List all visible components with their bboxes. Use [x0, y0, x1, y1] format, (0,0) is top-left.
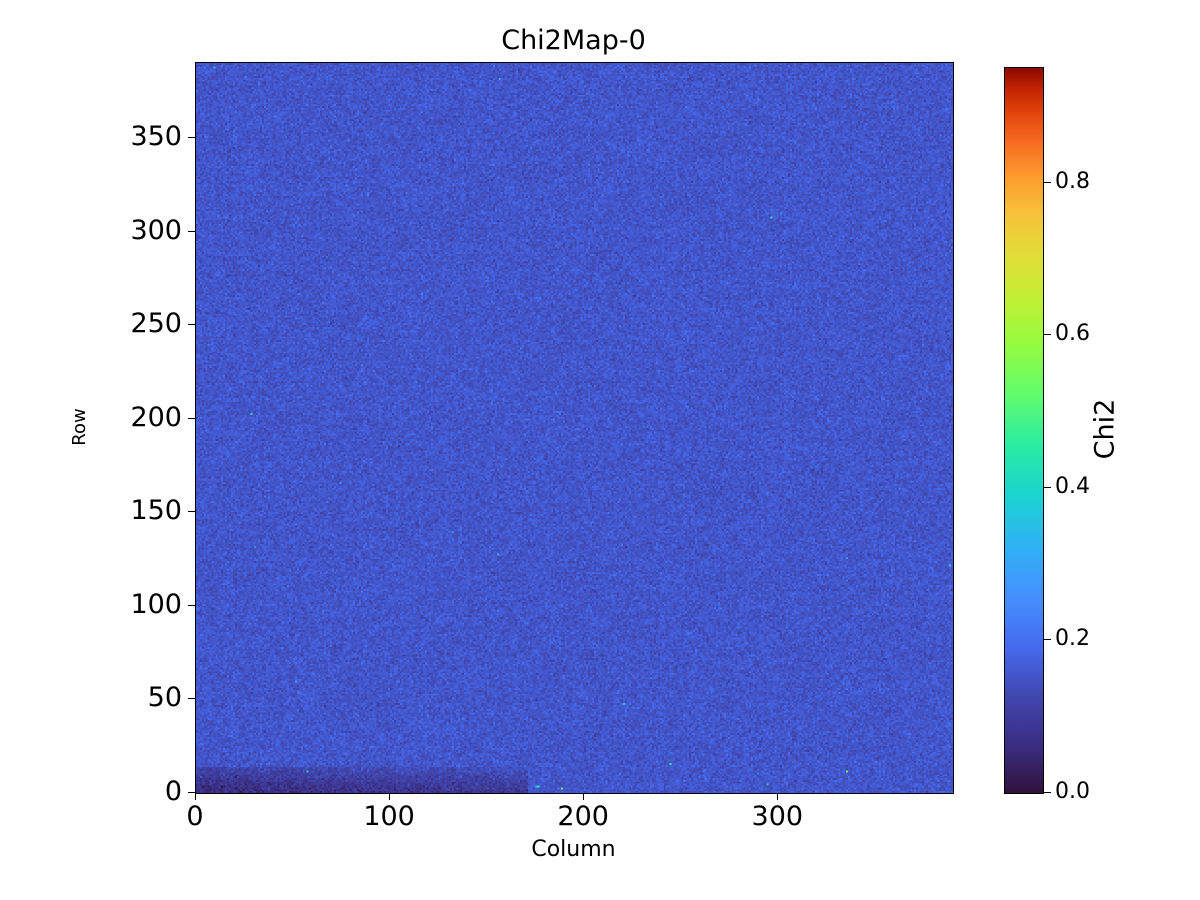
colorbar-tick-label: 0.8: [1055, 168, 1090, 194]
colorbar-gradient: [1005, 68, 1043, 793]
y-tick-mark: [188, 230, 195, 232]
y-tick-label: 50: [147, 682, 182, 714]
y-tick-mark: [188, 417, 195, 419]
y-tick-mark: [188, 136, 195, 138]
colorbar-tick-label: 0.2: [1055, 626, 1090, 652]
x-tick-label: 100: [363, 801, 415, 832]
heatmap-image[interactable]: [196, 63, 953, 793]
x-axis-label: Column: [531, 837, 616, 862]
x-tick-label: 200: [557, 801, 609, 832]
y-tick-label: 300: [130, 214, 182, 246]
colorbar-tick-mark: [1044, 639, 1051, 641]
colorbar[interactable]: [1004, 67, 1044, 794]
colorbar-tick-mark: [1044, 792, 1051, 793]
y-tick-label: 150: [130, 495, 182, 527]
y-tick-label: 0: [164, 776, 182, 807]
y-tick-mark: [188, 698, 195, 700]
x-tick-mark: [777, 793, 779, 800]
colorbar-tick-label: 0.0: [1055, 779, 1090, 804]
y-tick-label: 350: [130, 120, 182, 152]
y-tick-mark: [188, 604, 195, 606]
x-tick-mark: [389, 793, 391, 800]
page-title: Chi2Map-0: [501, 25, 646, 56]
y-tick-mark: [188, 792, 195, 793]
colorbar-label: Chi2: [1089, 398, 1121, 460]
colorbar-tick-mark: [1044, 181, 1051, 183]
y-tick-mark: [188, 511, 195, 513]
y-tick-label: 200: [130, 401, 182, 433]
x-tick-mark: [583, 793, 585, 800]
colorbar-tick-label: 0.6: [1055, 321, 1090, 347]
y-tick-label: 250: [130, 308, 182, 340]
colorbar-tick-label: 0.4: [1055, 473, 1090, 499]
colorbar-tick-mark: [1044, 334, 1051, 336]
x-tick-label: 0: [186, 801, 204, 832]
y-tick-mark: [188, 324, 195, 326]
y-tick-label: 100: [130, 588, 182, 620]
colorbar-tick-mark: [1044, 486, 1051, 488]
x-tick-label: 300: [751, 801, 804, 832]
heatmap-axes[interactable]: [195, 62, 954, 794]
y-axis-label: Row: [69, 408, 90, 446]
x-tick-mark: [195, 793, 196, 800]
